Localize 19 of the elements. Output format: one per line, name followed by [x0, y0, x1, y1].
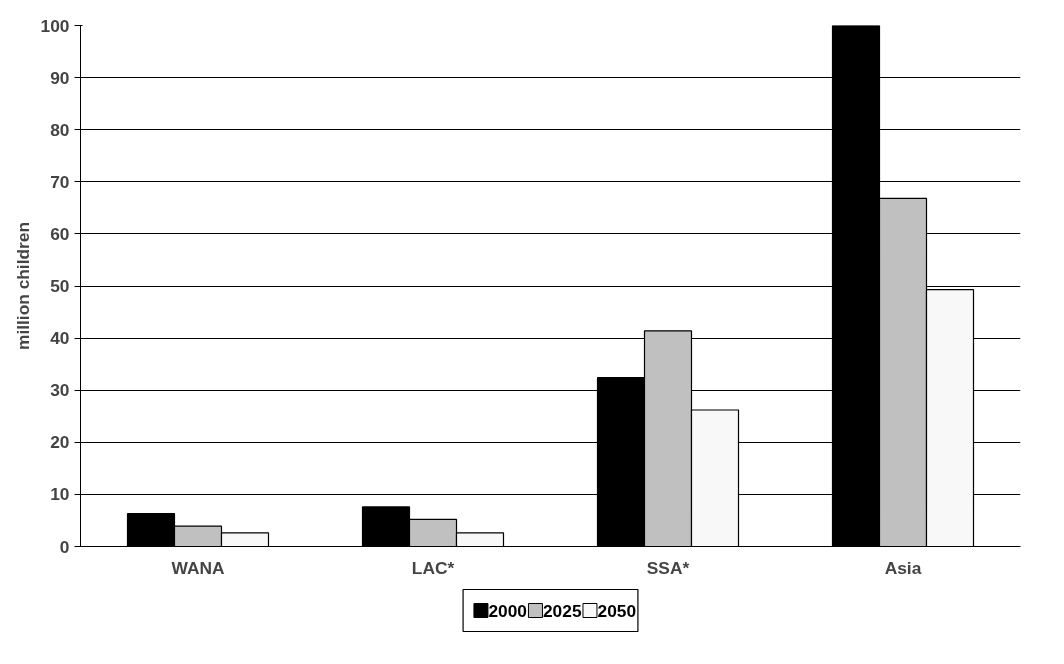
- legend-label: 2025: [542, 600, 582, 621]
- y-tick-label: 50: [50, 276, 70, 296]
- legend-label: 2050: [597, 600, 637, 621]
- x-tick-label: WANA: [171, 557, 225, 578]
- y-tick-label: 90: [50, 67, 70, 88]
- y-tick-label: 80: [50, 119, 70, 140]
- x-tick-label: Asia: [884, 557, 922, 578]
- y-tick-label: 10: [50, 484, 70, 505]
- y-tick-label: 30: [50, 380, 70, 401]
- y-tick-label: 60: [50, 223, 70, 244]
- legend-label: 2000: [488, 600, 528, 621]
- x-tick-label: SSA*: [646, 557, 690, 578]
- y-tick-label: 0: [59, 536, 70, 557]
- x-tick-label: LAC*: [411, 557, 455, 578]
- y-tick-label: 70: [50, 171, 70, 192]
- y-axis-title: million children: [12, 221, 33, 351]
- y-tick-label: 100: [40, 15, 70, 36]
- y-tick-label: 40: [50, 328, 70, 349]
- y-tick-label: 20: [50, 432, 70, 453]
